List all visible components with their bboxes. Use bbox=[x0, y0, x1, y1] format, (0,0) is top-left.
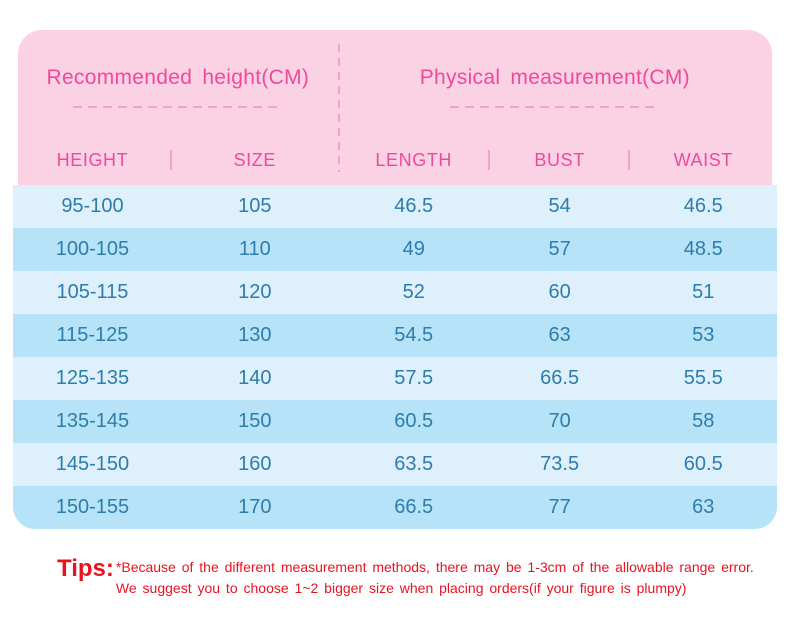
cell-waist: 51 bbox=[692, 281, 715, 303]
cell-height: 100-105 bbox=[55, 238, 130, 260]
table-row: 105-115 120 52 60 51 bbox=[13, 271, 777, 314]
section-dashed-divider bbox=[337, 44, 340, 172]
table-row: 135-145 150 60.5 70 58 bbox=[13, 400, 777, 443]
table-row: 150-155 170 66.5 77 63 bbox=[13, 486, 777, 529]
cell-length: 54.5 bbox=[394, 324, 434, 346]
cell-height: 150-155 bbox=[55, 496, 130, 518]
column-header-length: LENGTH bbox=[338, 140, 490, 180]
cell-size: 170 bbox=[238, 496, 272, 518]
table-row: 145-150 160 63.5 73.5 60.5 bbox=[13, 443, 777, 486]
cell-bust: 77 bbox=[548, 496, 571, 518]
cell-length: 66.5 bbox=[394, 496, 434, 518]
cell-size: 160 bbox=[238, 453, 272, 475]
physical-measurement-section: Physical measurement(CM) bbox=[338, 66, 772, 108]
table-row: 125-135 140 57.5 66.5 55.5 bbox=[13, 357, 777, 400]
cell-waist: 58 bbox=[692, 410, 715, 432]
cell-size: 140 bbox=[238, 367, 272, 389]
size-chart-header: Recommended height(CM) Physical measurem… bbox=[18, 30, 772, 185]
cell-waist: 48.5 bbox=[683, 238, 723, 260]
cell-size: 105 bbox=[238, 195, 272, 217]
cell-size: 130 bbox=[238, 324, 272, 346]
tips-text: *Because of the different measurement me… bbox=[116, 556, 754, 599]
table-row: 95-100 105 46.5 54 46.5 bbox=[13, 185, 777, 228]
column-header-size: SIZE bbox=[233, 150, 276, 170]
column-header-row: HEIGHT SIZE LENGTH BUST WAIST bbox=[13, 140, 777, 180]
column-header-waist: WAIST bbox=[673, 150, 733, 170]
cell-length: 63.5 bbox=[394, 453, 434, 475]
tips-label: Tips: bbox=[57, 555, 114, 582]
cell-bust: 63 bbox=[548, 324, 571, 346]
tips-note: Tips: *Because of the different measurem… bbox=[57, 556, 754, 599]
cell-waist: 53 bbox=[692, 324, 715, 346]
cell-bust: 70 bbox=[548, 410, 571, 432]
cell-height: 145-150 bbox=[55, 453, 130, 475]
cell-bust: 60 bbox=[548, 281, 571, 303]
cell-length: 57.5 bbox=[394, 367, 434, 389]
table-row: 115-125 130 54.5 63 53 bbox=[13, 314, 777, 357]
cell-bust: 54 bbox=[548, 195, 571, 217]
cell-bust: 66.5 bbox=[540, 367, 580, 389]
cell-bust: 57 bbox=[548, 238, 571, 260]
tips-line-2: We suggest you to choose 1~2 bigger size… bbox=[115, 580, 687, 596]
cell-height: 105-115 bbox=[56, 281, 129, 303]
cell-bust: 73.5 bbox=[540, 453, 580, 475]
cell-length: 46.5 bbox=[394, 195, 434, 217]
column-header-height: HEIGHT bbox=[13, 140, 172, 180]
cell-waist: 60.5 bbox=[683, 453, 723, 475]
cell-waist: 46.5 bbox=[683, 195, 723, 217]
size-table: 95-100 105 46.5 54 46.5 100-105 110 49 5… bbox=[13, 185, 777, 529]
table-row: 100-105 110 49 57 48.5 bbox=[13, 228, 777, 271]
cell-length: 49 bbox=[402, 238, 425, 260]
cell-length: 60.5 bbox=[394, 410, 434, 432]
cell-height: 135-145 bbox=[55, 410, 130, 432]
cell-size: 110 bbox=[238, 238, 271, 260]
section-title-physical-measurement: Physical measurement(CM) bbox=[419, 66, 690, 89]
tips-line-1: *Because of the different measurement me… bbox=[115, 559, 754, 575]
cell-height: 115-125 bbox=[56, 324, 129, 346]
dashed-underline bbox=[449, 106, 660, 108]
column-header-bust: BUST bbox=[490, 140, 630, 180]
cell-height: 125-135 bbox=[55, 367, 130, 389]
dashed-underline bbox=[72, 106, 283, 108]
cell-length: 52 bbox=[402, 281, 425, 303]
cell-waist: 63 bbox=[692, 496, 715, 518]
recommended-height-section: Recommended height(CM) bbox=[18, 66, 338, 108]
cell-waist: 55.5 bbox=[683, 367, 723, 389]
cell-size: 150 bbox=[238, 410, 272, 432]
section-title-recommended-height: Recommended height(CM) bbox=[46, 66, 310, 89]
cell-height: 95-100 bbox=[61, 195, 124, 217]
cell-size: 120 bbox=[238, 281, 272, 303]
